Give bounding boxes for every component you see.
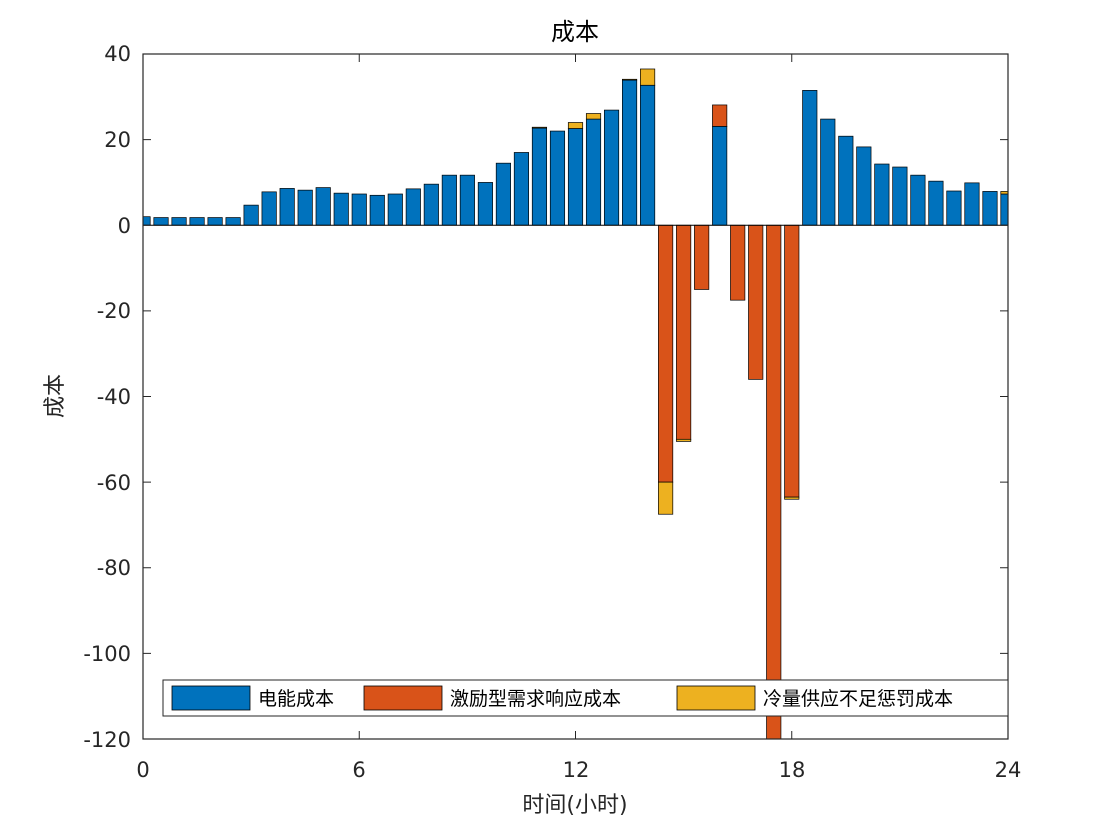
legend-swatch-electricity	[171, 685, 251, 711]
bar-series-0-x-14	[640, 84, 656, 226]
bar-series-2-x-24	[1000, 191, 1008, 195]
legend-label-cooling-penalty: 冷量供应不足惩罚成本	[763, 688, 953, 710]
bar-series-0-x-7.5	[405, 188, 421, 226]
y-tick-label: -80	[97, 556, 131, 580]
bar-series-2-x-15	[676, 438, 692, 442]
y-axis-label: 成本	[43, 374, 68, 418]
bar-series-0-x-22.5	[946, 190, 962, 226]
bar-series-0-x-21	[892, 166, 908, 226]
y-tick-label: 0	[118, 214, 131, 238]
bar-series-1-x-17.5	[766, 224, 782, 739]
bar-series-0-x-7	[387, 193, 403, 226]
bar-series-0-x-8	[423, 183, 439, 226]
bar-series-0-x-9.5	[477, 182, 493, 226]
bar-series-0-x-0.5	[153, 217, 169, 226]
x-axis-label: 时间(小时)	[522, 793, 627, 818]
bar-series-0-x-9	[459, 174, 475, 226]
chart-title: 成本	[551, 18, 599, 46]
y-tick-label: 20	[104, 128, 131, 152]
bar-series-0-x-19	[820, 118, 836, 226]
bar-series-0-x-5	[315, 187, 331, 226]
bar-series-0-x-3.5	[261, 191, 277, 226]
bar-series-0-x-18.5	[802, 90, 818, 226]
bar-series-0-x-20	[856, 146, 872, 226]
bar-series-2-x-14.5	[658, 481, 674, 515]
y-tick-label: -100	[83, 642, 131, 666]
bar-series-1-x-17	[748, 224, 764, 380]
bar-series-0-x-1.5	[189, 217, 205, 226]
x-tick-labels: 0 6 12 18 24	[136, 758, 1021, 782]
bar-series-2-x-13.5	[622, 78, 638, 81]
bar-series-1-x-15.5	[694, 224, 710, 290]
x-tick-label: 6	[352, 758, 365, 782]
legend: 电能成本 激励型需求响应成本 冷量供应不足惩罚成本	[162, 679, 1009, 717]
bar-series-0-x-19.5	[838, 135, 854, 226]
x-tick-label: 18	[779, 758, 806, 782]
bar-series-0-x-12	[567, 128, 584, 226]
bar-series-0-x-1	[171, 217, 187, 226]
bar-series-0-x-16	[712, 126, 728, 226]
y-tick-labels: 40 20 0 -20 -40 -60 -80 -100 -120	[83, 42, 131, 752]
bar-series-0-x-20.5	[874, 163, 890, 226]
bar-series-2-x-18	[784, 496, 800, 500]
bar-series-1-x-16.5	[730, 224, 746, 301]
bar-series-0-x-22	[928, 180, 944, 226]
x-tick-label: 24	[995, 758, 1022, 782]
bar-series-0-x-6	[351, 193, 367, 226]
bar-series-2-x-12.5	[585, 113, 602, 120]
y-tick-label: -120	[83, 728, 131, 752]
bar-series-2-x-12	[567, 122, 584, 129]
legend-swatch-cooling-penalty	[676, 685, 756, 711]
bar-series-0-x-5.5	[333, 192, 349, 226]
bar-series-0-x-2.5	[225, 217, 241, 226]
bar-series-1-x-14.5	[658, 224, 674, 483]
bar-series-0-x-23.5	[982, 191, 998, 226]
bar-series-0-x-11	[531, 127, 548, 226]
bar-series-2-x-14	[640, 68, 656, 86]
bar-series-0-x-24	[1000, 193, 1008, 226]
legend-swatch-demand-response	[363, 685, 443, 711]
bar-series-0-x-21.5	[910, 174, 926, 226]
axis-ticks	[142, 53, 1009, 740]
bar-series-0-x-11.5	[549, 130, 566, 226]
bar-series-0-x-3	[243, 204, 259, 226]
bar-series-2-x-11	[531, 126, 548, 129]
bar-series-0-x-12.5	[585, 118, 602, 226]
bar-series-1-x-15	[676, 224, 692, 440]
bar-series-0-x-8.5	[441, 174, 457, 226]
y-tick-label: -20	[97, 299, 131, 323]
bar-series-0-x-4.5	[297, 189, 313, 226]
bar-series-0-x-10	[495, 162, 511, 226]
bar-series-0-x-13	[603, 109, 620, 226]
bar-series-0-x-6.5	[369, 194, 385, 226]
bar-series-0-x-4	[279, 188, 295, 226]
x-tick-label: 12	[563, 758, 590, 782]
bar-series-0-x-13.5	[622, 79, 638, 226]
bar-series-0-x-2	[207, 217, 223, 226]
legend-label-electricity: 电能成本	[258, 688, 334, 710]
y-tick-label: 40	[104, 42, 131, 66]
y-tick-label: -60	[97, 471, 131, 495]
x-tick-label: 0	[136, 758, 149, 782]
bar-series-1-x-16	[712, 104, 728, 127]
bar-series-0-x-23	[964, 182, 980, 226]
legend-box	[162, 679, 1009, 717]
bar-series-1-x-18	[784, 224, 800, 498]
y-tick-label: -40	[97, 385, 131, 409]
legend-label-demand-response: 激励型需求响应成本	[450, 688, 621, 710]
bar-series-0-x-10.5	[513, 152, 529, 226]
